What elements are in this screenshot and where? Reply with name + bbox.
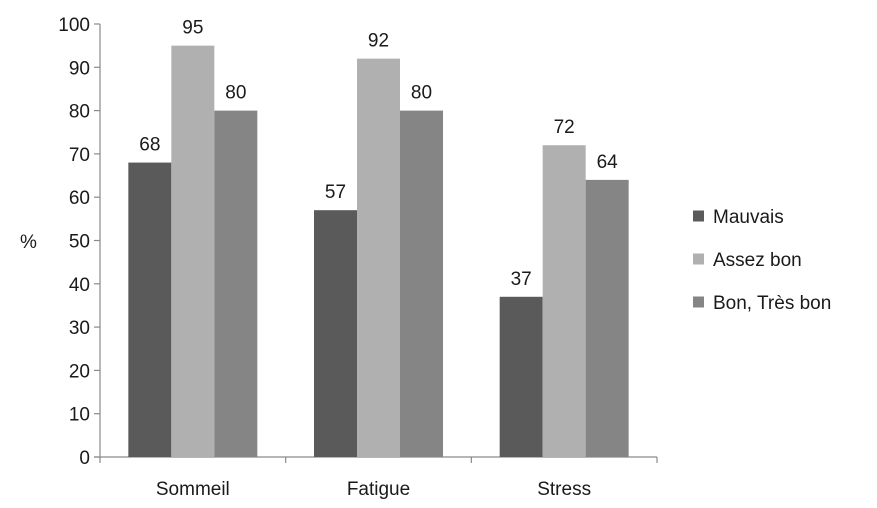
- bar-value-label: 37: [511, 269, 532, 290]
- y-tick-label: 50: [69, 232, 90, 253]
- y-tick-label: 30: [69, 318, 90, 339]
- legend-swatch: [693, 210, 704, 222]
- y-tick-label: 60: [69, 188, 90, 209]
- bar-value-label: 72: [554, 117, 575, 138]
- bar-value-label: 80: [411, 83, 432, 104]
- bar: [542, 145, 586, 458]
- bar-value-label: 95: [182, 18, 203, 39]
- legend: Mauvais Assez bon Bon, Très bon: [693, 207, 831, 314]
- x-category-label: Stress: [537, 479, 591, 500]
- legend-swatch: [693, 296, 704, 308]
- y-tick-label: 0: [79, 448, 90, 469]
- bar: [128, 162, 172, 457]
- bar: [585, 179, 629, 457]
- legend-label: Mauvais: [713, 207, 784, 228]
- x-category-label: Fatigue: [347, 479, 410, 500]
- legend-swatch: [693, 253, 704, 265]
- data-labels: 68 95 80 57 92 80 37 72 64: [139, 18, 618, 290]
- y-tick-label: 100: [58, 15, 90, 36]
- bar-value-label: 57: [325, 182, 346, 203]
- y-tick-label: 70: [69, 145, 90, 166]
- legend-label: Bon, Très bon: [713, 293, 831, 314]
- y-axis-title: %: [20, 232, 37, 253]
- bar: [499, 296, 543, 457]
- bar: [357, 58, 400, 457]
- y-axis: 0 10 20 30 40 50 60 70 80 90 100: [58, 15, 101, 469]
- bar: [314, 210, 357, 457]
- y-tick-label: 10: [69, 405, 90, 426]
- bar: [171, 45, 215, 458]
- bars: [128, 45, 629, 458]
- y-tick-label: 90: [69, 58, 90, 79]
- x-axis: Sommeil Fatigue Stress: [94, 456, 658, 500]
- bar-value-label: 92: [368, 31, 389, 52]
- bar-value-label: 80: [225, 83, 246, 104]
- bar-value-label: 64: [597, 152, 619, 173]
- bar: [214, 110, 258, 457]
- x-category-label: Sommeil: [156, 479, 230, 500]
- y-tick-label: 20: [69, 361, 90, 382]
- legend-label: Assez bon: [713, 250, 802, 271]
- bar-value-label: 68: [139, 135, 160, 156]
- y-tick-label: 80: [69, 102, 90, 123]
- y-tick-label: 40: [69, 275, 90, 296]
- bar: [400, 110, 443, 457]
